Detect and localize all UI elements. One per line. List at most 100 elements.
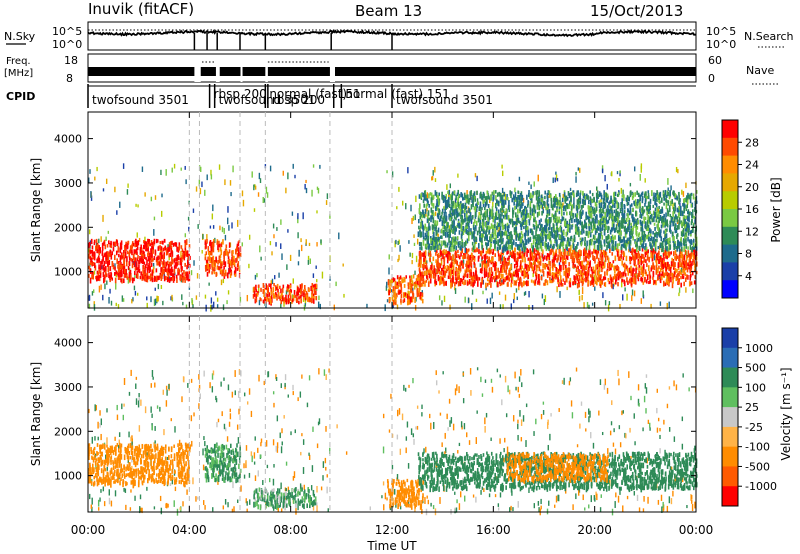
echo-cell (223, 265, 225, 270)
cpid-segment-label: twofsound 3501 (396, 93, 493, 107)
echo-cell (152, 241, 155, 247)
echo-cell (568, 251, 571, 257)
echo-cell (259, 297, 261, 301)
echo-cell (464, 242, 466, 248)
echo-cell (115, 283, 117, 290)
echo-cell (616, 171, 619, 175)
echo-cell (639, 236, 641, 242)
echo-cell (442, 250, 444, 256)
echo-cell (139, 275, 142, 280)
echo-cell (486, 212, 489, 218)
echo-cell (641, 260, 644, 264)
echo-cell (475, 238, 478, 242)
echo-cell (496, 192, 499, 197)
echo-cell (645, 243, 647, 248)
echo-cell (115, 250, 118, 256)
echo-cell (671, 282, 674, 289)
echo-cell (513, 298, 515, 304)
echo-cell (512, 212, 514, 218)
echo-cell (509, 251, 512, 256)
echo-cell (150, 196, 153, 202)
echo-cell (683, 268, 686, 274)
echo-cell (598, 274, 601, 281)
echo-cell (594, 215, 597, 220)
echo-cell (260, 287, 262, 292)
echo-cell (136, 246, 139, 251)
echo-cell (415, 284, 418, 288)
echo-cell (408, 296, 411, 301)
echo-cell (426, 208, 428, 212)
echo-cell (180, 245, 183, 249)
echo-cell (107, 251, 109, 256)
echo-cell (529, 193, 531, 199)
echo-cell (157, 261, 160, 266)
echo-cell (219, 225, 221, 231)
echo-cell (576, 221, 579, 227)
echo-cell (273, 282, 275, 287)
freq-label-2: [MHz] (4, 68, 33, 79)
echo-cell (492, 240, 495, 244)
echo-cell (314, 290, 316, 296)
echo-cell (647, 249, 649, 254)
date-title: 15/Oct/2013 (590, 2, 683, 20)
echo-cell (502, 304, 504, 309)
echo-cell (591, 192, 594, 197)
echo-cell (119, 255, 122, 259)
echo-cell (412, 274, 415, 279)
echo-cell (440, 279, 443, 285)
echo-cell (629, 259, 632, 264)
echo-cell (675, 253, 678, 260)
freq-tick-bottom: 8 (66, 72, 73, 85)
echo-cell (260, 256, 262, 261)
echo-cell (99, 275, 101, 279)
echo-cell (531, 304, 534, 310)
echo-cell (672, 273, 675, 279)
echo-cell (485, 271, 488, 277)
echo-cell (654, 249, 657, 254)
echo-cell (596, 263, 599, 270)
echo-cell (687, 262, 689, 267)
echo-cell (489, 272, 491, 276)
echo-cell (459, 208, 462, 215)
echo-cell (635, 267, 637, 274)
echo-cell (588, 223, 590, 229)
echo-cell (457, 189, 460, 195)
echo-cell (513, 202, 515, 206)
echo-cell (164, 245, 167, 251)
echo-cell (391, 294, 394, 300)
echo-cell (561, 254, 564, 260)
echo-cell (549, 231, 552, 237)
echo-cell (448, 228, 450, 234)
echo-cell (102, 214, 104, 222)
echo-cell (620, 282, 623, 288)
echo-cell (538, 252, 541, 256)
echo-cell (500, 275, 503, 279)
echo-cell (503, 231, 505, 236)
echo-cell (687, 192, 689, 199)
echo-cell (112, 241, 115, 246)
echo-cell (271, 251, 273, 256)
echo-cell (283, 297, 286, 302)
echo-cell (668, 266, 670, 271)
echo-cell (150, 296, 152, 303)
echo-cell (499, 282, 502, 287)
echo-cell (295, 296, 298, 302)
echo-cell (307, 259, 310, 265)
echo-cell (429, 253, 432, 257)
echo-cell (178, 245, 181, 251)
echo-cell (289, 295, 292, 301)
echo-cell (559, 256, 562, 263)
echo-cell (633, 200, 635, 205)
echo-cell (444, 265, 446, 270)
echo-cell (311, 293, 313, 299)
echo-cell (452, 245, 454, 252)
echo-cell (467, 260, 469, 265)
echo-cell (499, 258, 502, 264)
echo-cell (91, 249, 94, 255)
echo-cell (188, 286, 191, 290)
echo-cell (576, 278, 579, 282)
echo-cell (661, 257, 663, 264)
echo-cell (165, 169, 167, 176)
echo-cell (184, 249, 187, 256)
echo-cell (464, 271, 467, 277)
